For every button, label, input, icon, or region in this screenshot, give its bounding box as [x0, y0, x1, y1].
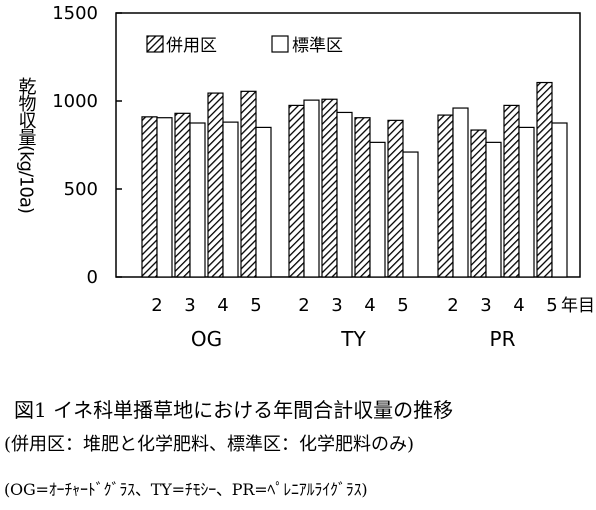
x-tick-label: 2 — [447, 295, 458, 316]
bar-標準区-OG-3 — [189, 122, 206, 278]
figure-caption-note-abbreviations: (OG=ｵｰﾁｬｰﾄﾞｸﾞﾗｽ、TY=ﾁﾓｼｰ、PR=ﾍﾟﾚﾆｱﾙﾗｲｸﾞﾗｽ) — [4, 480, 368, 499]
legend-swatch-hatched — [146, 35, 164, 53]
legend-label: 併用区 — [166, 36, 217, 56]
x-tick-label: 3 — [331, 295, 342, 316]
yield-chart: 0 500 1000 1500 乾物収量(kg/10a) 2 3 4 5 OG 2 3 4 5 TY 2 3 4 5… — [16, 3, 596, 351]
bar-併用区-PR-2 — [437, 114, 454, 278]
bar-併用区-TY-5 — [387, 119, 404, 278]
legend-swatch-white — [271, 35, 289, 53]
x-tick-label: 5 — [397, 295, 408, 316]
bar-標準区-OG-4 — [222, 121, 239, 278]
y-axis-label: 乾物収量(kg/10a) — [16, 77, 37, 213]
bar-標準区-TY-2 — [303, 99, 320, 278]
y-tick-label: 1000 — [52, 91, 98, 112]
x-tick-label: 2 — [298, 295, 309, 316]
bar-標準区-PR-5 — [551, 122, 568, 278]
bar-標準区-PR-3 — [485, 141, 502, 278]
group-label-TY: TY — [340, 327, 366, 351]
x-tick-label: 5 — [250, 295, 261, 316]
x-tick-label: 4 — [364, 295, 375, 316]
bar-標準区-OG-2 — [156, 117, 173, 278]
bar-標準区-PR-2 — [452, 107, 469, 278]
figure-caption-title: 図1 イネ科単播草地における年間合計収量の推移 — [14, 398, 454, 422]
x-tick-label: 5 — [546, 295, 557, 316]
bar-併用区-TY-2 — [288, 104, 305, 278]
bar-標準区-PR-4 — [518, 126, 535, 278]
bar-併用区-PR-4 — [503, 104, 520, 278]
x-tick-label: 3 — [184, 295, 195, 316]
x-unit-label: 年目 — [561, 296, 595, 316]
bar-併用区-OG-2 — [141, 116, 158, 278]
figure-caption-note-treatments: (併用区：堆肥と化学肥料、標準区：化学肥料のみ) — [4, 434, 415, 455]
y-tick-label: 0 — [87, 267, 98, 288]
legend-label: 標準区 — [292, 36, 343, 56]
group-label-OG: OG — [191, 327, 222, 351]
group-label-PR: PR — [490, 327, 516, 351]
x-tick-label: 2 — [151, 295, 162, 316]
y-tick-label: 1500 — [52, 3, 98, 24]
bar-併用区-PR-3 — [470, 129, 487, 278]
bar-併用区-TY-3 — [321, 98, 338, 278]
bar-併用区-PR-5 — [536, 81, 553, 278]
x-tick-label: 4 — [513, 295, 524, 316]
bar-標準区-TY-4 — [369, 141, 386, 278]
bar-併用区-OG-5 — [240, 90, 257, 278]
bar-標準区-TY-3 — [336, 111, 353, 278]
bar-併用区-OG-3 — [174, 112, 191, 278]
bar-併用区-OG-4 — [207, 92, 224, 278]
bar-併用区-TY-4 — [354, 117, 371, 278]
bar-標準区-OG-5 — [255, 126, 272, 278]
x-tick-label: 4 — [217, 295, 228, 316]
bar-標準区-TY-5 — [402, 151, 419, 278]
y-tick-label: 500 — [64, 179, 98, 200]
x-tick-label: 3 — [480, 295, 491, 316]
